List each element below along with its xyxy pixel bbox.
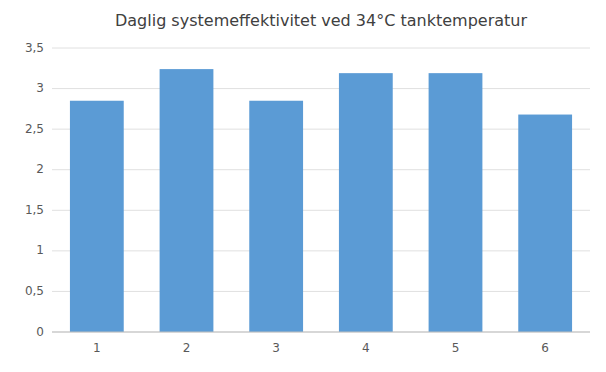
grid-line <box>52 332 590 333</box>
y-tick-label: 1 <box>36 243 44 257</box>
grid-line <box>52 291 590 292</box>
grid-line <box>52 250 590 251</box>
y-axis: 0 0,5 1 1,5 2 2,5 3 3,5 <box>25 41 590 339</box>
x-tick-label: 1 <box>93 341 101 355</box>
y-tick-label: 1,5 <box>25 203 44 217</box>
y-tick-label: 3 <box>36 81 44 95</box>
x-axis-line <box>52 332 590 333</box>
y-tick-label: 2,5 <box>25 122 44 136</box>
y-tick-label: 3,5 <box>25 41 44 55</box>
y-tick-label: 0,5 <box>25 284 44 298</box>
y-tick-label: 0 <box>36 325 44 339</box>
grid-line <box>52 169 590 170</box>
x-tick-label: 2 <box>183 341 191 355</box>
x-tick-label: 6 <box>541 341 549 355</box>
grid-line <box>52 88 590 89</box>
bar <box>249 101 303 332</box>
chart-svg: Daglig systemeffektivitet ved 34°C tankt… <box>0 0 606 372</box>
x-tick-label: 3 <box>272 341 280 355</box>
x-axis: 1 2 3 4 5 6 <box>52 332 590 355</box>
grid-line <box>52 48 590 49</box>
chart-title: Daglig systemeffektivitet ved 34°C tankt… <box>115 11 528 30</box>
bar <box>70 101 124 332</box>
bar <box>518 115 572 332</box>
bars <box>70 69 572 332</box>
bar <box>160 69 214 332</box>
x-tick-label: 4 <box>362 341 370 355</box>
x-tick-label: 5 <box>452 341 460 355</box>
bar <box>339 73 393 332</box>
bar <box>429 73 483 332</box>
chart-container: Daglig systemeffektivitet ved 34°C tankt… <box>0 0 606 372</box>
grid-line <box>52 129 590 130</box>
y-tick-label: 2 <box>36 162 44 176</box>
grid-line <box>52 210 590 211</box>
